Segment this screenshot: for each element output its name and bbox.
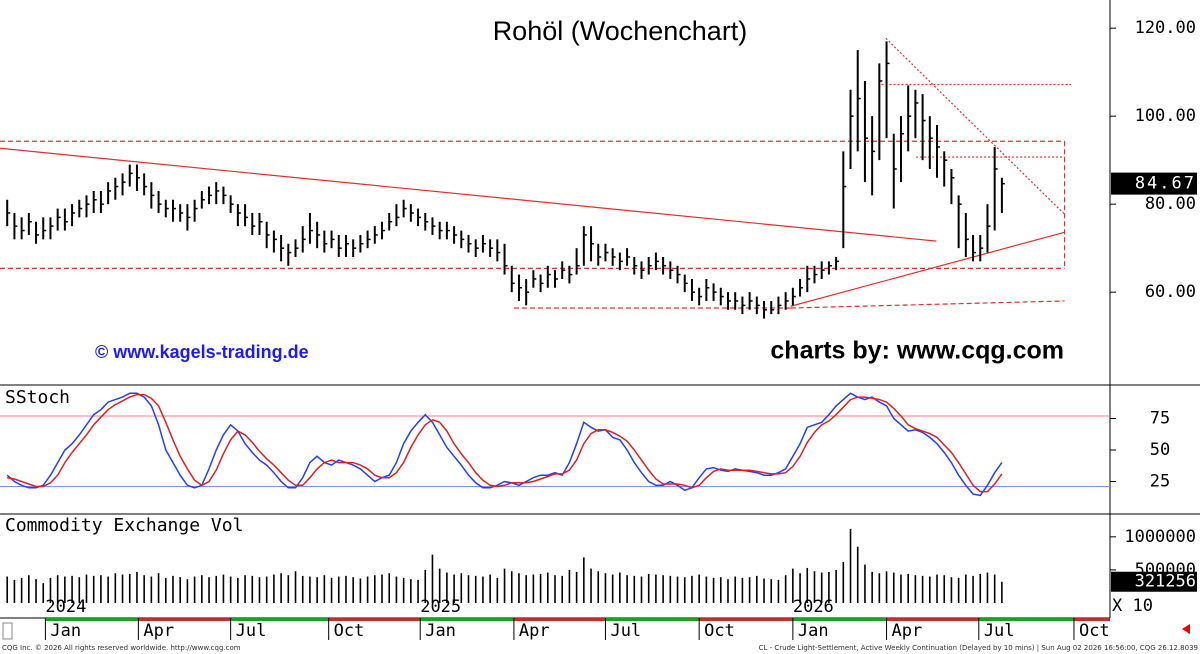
trend-line (0, 147, 937, 242)
scroll-box[interactable] (2, 622, 13, 640)
axis-strip (230, 618, 329, 621)
volume-multiplier: X 10 (1112, 596, 1153, 616)
stoch-line (7, 393, 1003, 493)
chart-title: Rohöl (Wochenchart) (493, 16, 748, 46)
x-tick-label: Jan (50, 621, 81, 641)
trend-line (885, 37, 1066, 215)
x-tick-label: Oct (334, 621, 365, 641)
last-price-label: 84.67 (1135, 174, 1196, 194)
x-tick-label: Oct (1079, 621, 1110, 641)
axis-strip (328, 618, 421, 621)
y-tick-label: 80.00 (1145, 194, 1196, 214)
y-tick-label: 1000000 (1124, 527, 1196, 547)
x-tick-label: Oct (704, 621, 735, 641)
x-tick-label: Jan (798, 621, 829, 641)
footer-left: CQG Inc. © 2026 All rights reserved worl… (2, 644, 241, 652)
y-tick-label: 60.00 (1145, 282, 1196, 302)
x-tick-label: Jul (236, 621, 267, 641)
x-tick-label: Jul (984, 621, 1015, 641)
watermark: © www.kagels-trading.de (95, 342, 309, 362)
axis-strip (138, 618, 231, 621)
y-tick-label: 25 (1150, 472, 1170, 492)
x-tick-label: Jul (610, 621, 641, 641)
axis-strip (605, 618, 700, 621)
panel-title: Commodity Exchange Vol (5, 515, 243, 536)
axis-strip (420, 618, 514, 621)
scroll-arrow[interactable] (1182, 624, 1190, 634)
x-tick-label: Apr (519, 621, 550, 641)
trend-line (790, 231, 1065, 307)
x-tick-label: Jan (425, 621, 456, 641)
panel-title: SStoch (5, 387, 70, 408)
y-tick-label: 50 (1150, 440, 1170, 460)
year-label: 2026 (793, 597, 834, 617)
trend-line (790, 300, 1065, 309)
stoch-line (6, 392, 1003, 497)
y-tick-label: 75 (1150, 409, 1170, 429)
axis-strip (792, 618, 887, 621)
last-volume-label: 321256 (1135, 572, 1196, 592)
year-label: 2025 (420, 597, 461, 617)
source-note: charts by: www.cqg.com (770, 337, 1064, 365)
y-tick-label: 120.00 (1135, 18, 1196, 38)
axis-strip (513, 618, 606, 621)
x-tick-label: Apr (892, 621, 923, 641)
axis-strip (699, 618, 793, 621)
x-tick-label: Apr (143, 621, 174, 641)
y-tick-label: 100.00 (1135, 106, 1196, 126)
axis-strip (1073, 618, 1110, 621)
axis-strip (886, 618, 979, 621)
last-volume-box (1111, 571, 1197, 592)
year-label: 2024 (45, 597, 86, 617)
axis-strip (978, 618, 1074, 621)
footer-right: CL - Crude Light-Settlement, Active Week… (759, 644, 1198, 652)
last-price-box (1111, 172, 1197, 195)
axis-strip (45, 618, 139, 621)
